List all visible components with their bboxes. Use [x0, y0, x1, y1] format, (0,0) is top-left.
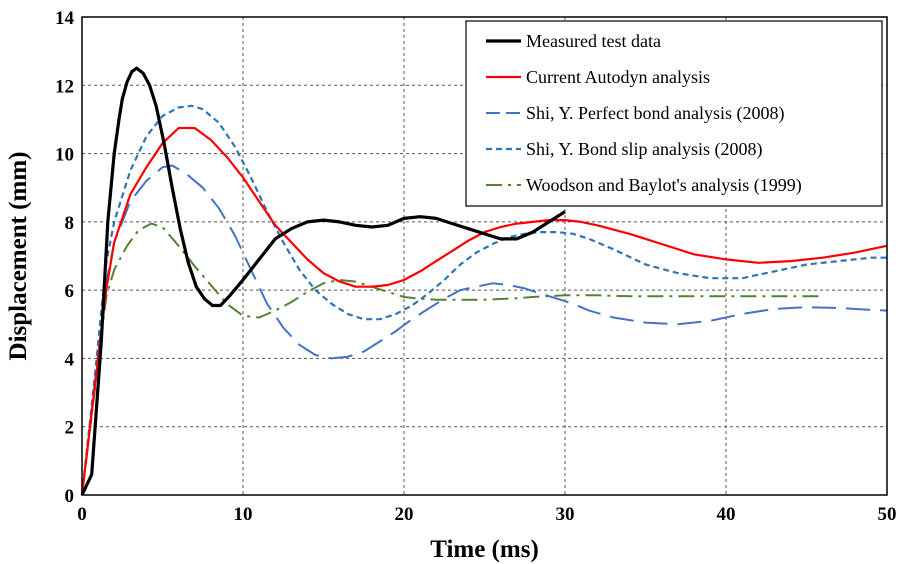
- x-tick-label: 30: [556, 504, 575, 525]
- y-tick-label: 8: [65, 213, 75, 234]
- y-tick-label: 12: [55, 76, 74, 97]
- legend-box: [465, 20, 883, 207]
- legend-label-5: Woodson and Baylot's analysis (1999): [526, 175, 802, 196]
- legend-label-2: Current Autodyn analysis: [526, 67, 710, 87]
- x-tick-label: 20: [395, 504, 414, 525]
- series-line-3: [81, 164, 888, 496]
- y-tick-label: 4: [65, 349, 75, 370]
- legend: Measured test data Current Autodyn analys…: [465, 20, 883, 207]
- legend-label-1: Measured test data: [526, 31, 661, 51]
- y-tick-label: 6: [65, 281, 75, 302]
- series-line-1: [80, 66, 566, 496]
- legend-label-3: Shi, Y. Perfect bond analysis (2008): [526, 103, 784, 124]
- series-line-5: [81, 222, 823, 496]
- x-tick-label: 50: [878, 504, 897, 525]
- x-tick-label: 40: [717, 504, 736, 525]
- series-line-4: [80, 104, 887, 496]
- axis-ticks: 0 10 20 30 40 50 0 2 4 6 8 10 12 14: [55, 8, 897, 525]
- x-axis-title: Time (ms): [430, 536, 539, 563]
- legend-label-4: Shi, Y. Bond slip analysis (2008): [526, 139, 763, 160]
- y-tick-label: 10: [55, 145, 74, 166]
- plot-area-frame: [81, 16, 888, 496]
- series-line-2: [80, 126, 888, 496]
- y-tick-label: 2: [65, 418, 75, 439]
- y-tick-label: 14: [55, 8, 75, 29]
- y-tick-label: 0: [65, 486, 75, 507]
- series-lines: [80, 66, 888, 496]
- y-axis-title: Displacement (mm): [5, 152, 32, 361]
- x-tick-label: 0: [77, 504, 87, 525]
- x-tick-label: 10: [234, 504, 253, 525]
